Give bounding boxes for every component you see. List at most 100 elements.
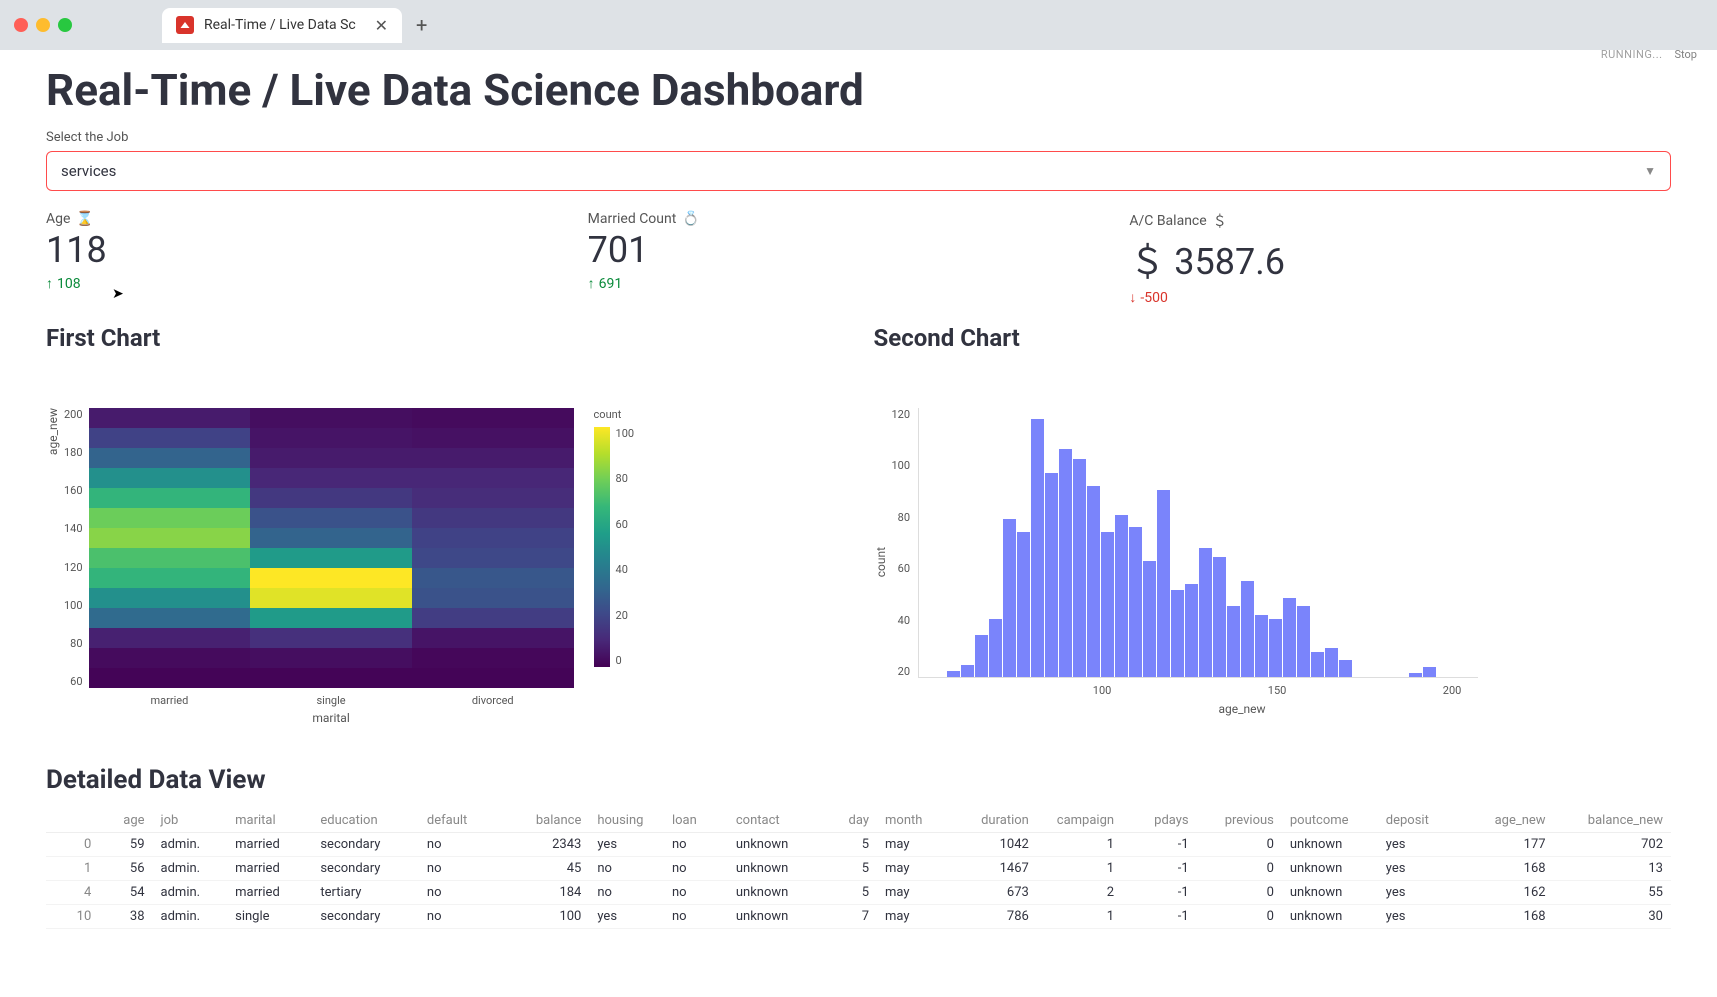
heatmap-cell [412,628,574,648]
metric-label: Age ⌛ [46,211,588,227]
heatmap-cell [89,608,251,628]
table-header-cell[interactable]: marital [227,809,312,833]
histogram-bar [1311,652,1324,677]
heatmap-y-label: age_new [46,408,60,455]
table-header-cell[interactable]: previous [1197,809,1282,833]
metric-emoji-icon: ＄ [1213,211,1227,231]
table-header-cell[interactable]: campaign [1037,809,1122,833]
new-tab-button[interactable]: + [416,13,427,37]
table-row[interactable]: 1038admin.singlesecondaryno100yesnounkno… [46,905,1671,929]
heatmap-cell [412,608,574,628]
data-table[interactable]: agejobmaritaleducationdefaultbalancehous… [46,809,1671,929]
histogram-bar [1269,619,1282,677]
table-header-cell[interactable]: poutcome [1282,809,1378,833]
heatmap-cell [250,648,412,668]
heatmap-cell [412,488,574,508]
heatmap-cell [250,408,412,428]
app-status-bar: RUNNING... Stop [0,50,1717,58]
colorbar-ticks: 100806040200 [616,427,635,667]
table-cell: admin. [153,857,228,881]
table-header-cell[interactable]: contact [728,809,824,833]
table-header-cell[interactable]: duration [952,809,1037,833]
table-row[interactable]: 454admin.marriedtertiaryno184nonounknown… [46,881,1671,905]
close-window-button[interactable] [14,18,28,32]
heatmap-cell [89,448,251,468]
close-tab-icon[interactable]: ✕ [375,16,388,35]
table-header-cell[interactable]: default [419,809,504,833]
table-header-cell[interactable]: deposit [1378,809,1458,833]
histogram-x-ticks: 100150200 [962,684,1522,698]
histogram-bar [1339,660,1352,677]
table-cell: 673 [952,881,1037,905]
histogram-bar [1003,519,1016,677]
table-cell: 1467 [952,857,1037,881]
table-cell: no [419,881,504,905]
heatmap-cell [412,408,574,428]
histogram-bar [1115,515,1128,677]
metric-delta: ↑691 [588,275,1130,292]
table-header-cell[interactable]: pdays [1122,809,1197,833]
chevron-down-icon: ▼ [1644,164,1656,178]
table-header-cell[interactable] [46,809,99,833]
table-header-cell[interactable]: day [824,809,877,833]
metric-emoji-icon: ⌛ [76,211,93,227]
table-cell: 1 [1037,833,1122,857]
table-cell: -1 [1122,833,1197,857]
browser-tab[interactable]: Real-Time / Live Data Sc ✕ [162,8,402,43]
histogram-bar [1129,527,1142,677]
table-header-cell[interactable]: job [153,809,228,833]
heatmap-cell [250,468,412,488]
table-cell: married [227,881,312,905]
histogram-bar [1241,581,1254,677]
table-header-cell[interactable]: loan [664,809,728,833]
heatmap-cell [412,528,574,548]
maximize-window-button[interactable] [58,18,72,32]
table-cell: yes [1378,881,1458,905]
heatmap-cell [89,588,251,608]
table-cell: 702 [1554,833,1671,857]
heatmap-cell [412,428,574,448]
metric-label: A/C Balance ＄ [1129,211,1671,231]
table-cell: 10 [46,905,99,929]
table-header-cell[interactable]: age_new [1458,809,1554,833]
table-cell: yes [1378,833,1458,857]
table-cell: married [227,833,312,857]
second-chart-title: Second Chart [874,324,1672,352]
table-header-cell[interactable]: balance [504,809,589,833]
table-cell: unknown [1282,857,1378,881]
table-cell: 7 [824,905,877,929]
table-header-cell[interactable]: month [877,809,952,833]
table-header-cell[interactable]: housing [589,809,664,833]
arrow-up-icon: ↑ [588,275,595,292]
histogram-bar [1325,648,1338,677]
table-cell: no [664,857,728,881]
first-chart-title: First Chart [46,324,844,352]
table-cell: secondary [312,905,419,929]
metric-card: A/C Balance ＄＄ 3587.6↓-500 [1129,211,1671,306]
histogram-bar [1199,548,1212,677]
histogram-bar [1157,490,1170,677]
table-cell: single [227,905,312,929]
minimize-window-button[interactable] [36,18,50,32]
table-cell: secondary [312,857,419,881]
heatmap-x-label: marital [89,711,574,725]
heatmap-cell [89,468,251,488]
table-row[interactable]: 156admin.marriedsecondaryno45nonounknown… [46,857,1671,881]
job-select-value: services [61,162,116,180]
table-cell: may [877,905,952,929]
arrow-up-icon: ↑ [46,275,53,292]
histogram-bar [1185,584,1198,677]
table-row[interactable]: 059admin.marriedsecondaryno2343yesnounkn… [46,833,1671,857]
table-header-cell[interactable]: age [99,809,152,833]
metric-card: Married Count 💍701↑691 [588,211,1130,306]
job-select[interactable]: services ▼ [46,151,1671,191]
tab-title: Real-Time / Live Data Sc [204,17,365,33]
stop-button[interactable]: Stop [1675,48,1697,61]
table-header-cell[interactable]: education [312,809,419,833]
table-cell: -1 [1122,905,1197,929]
table-cell: 38 [99,905,152,929]
heatmap-cell [89,408,251,428]
table-cell: unknown [1282,881,1378,905]
metric-value: 701 [588,229,1130,271]
table-header-cell[interactable]: balance_new [1554,809,1671,833]
